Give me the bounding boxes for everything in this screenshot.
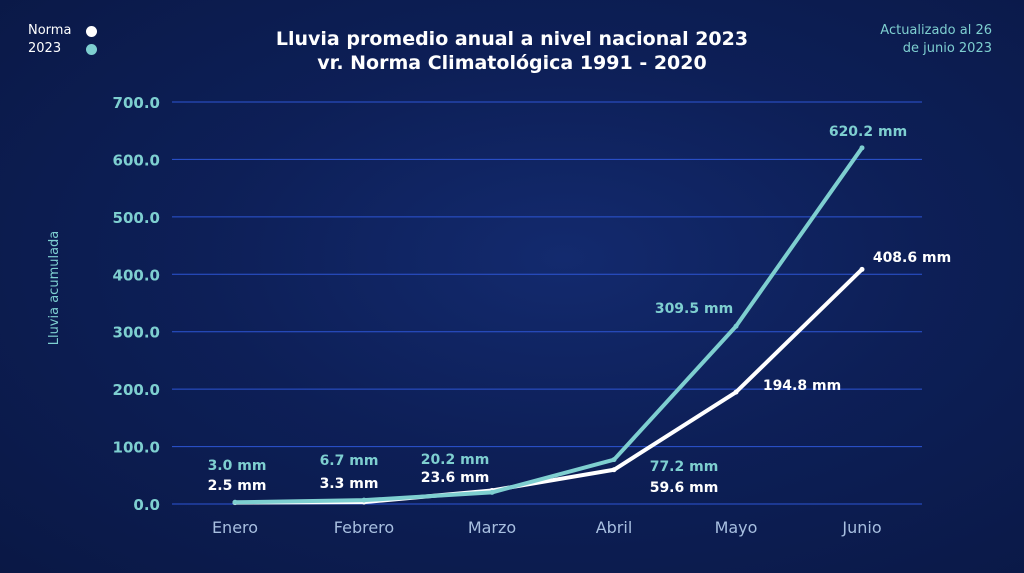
update-note: Actualizado al 26 de junio 2023: [880, 22, 992, 58]
y-tick-label: 600.0: [113, 151, 160, 169]
x-tick-label: Mayo: [715, 518, 758, 537]
legend-label-norma: Norma: [28, 23, 72, 38]
update-note-line1: Actualizado al 26: [880, 23, 992, 38]
data-point: [489, 489, 495, 495]
data-label-norma: 408.6 mm: [873, 250, 951, 266]
legend-item-norma: Norma: [28, 22, 97, 40]
x-tick-label: Febrero: [334, 518, 394, 537]
data-point: [611, 457, 617, 463]
series-line-2023: [233, 145, 864, 505]
chart-title-line1: Lluvia promedio anual a nivel nacional 2…: [275, 28, 749, 50]
chart-title-line2: vr. Norma Climatológica 1991 - 2020: [317, 52, 707, 74]
y-tick-label: 100.0: [113, 439, 160, 457]
data-label-norma: 2.5 mm: [208, 478, 267, 494]
data-label-2023: 6.7 mm: [320, 453, 379, 469]
data-label-norma: 59.6 mm: [650, 480, 719, 496]
grid-layer: [172, 101, 922, 505]
x-tick-label: Enero: [212, 518, 258, 537]
y-tick-label: 300.0: [113, 324, 160, 342]
y-tick-label: 200.0: [113, 381, 160, 399]
data-label-2023: 3.0 mm: [208, 458, 267, 474]
data-point: [733, 323, 739, 329]
legend-swatch-2023: [86, 43, 97, 55]
x-axis-ticks: Enero Febrero Marzo Abril Mayo Junio: [212, 518, 882, 537]
series-layer: [232, 145, 865, 506]
data-label-norma: 194.8 mm: [763, 378, 841, 394]
y-tick-label: 0.0: [133, 496, 160, 514]
data-point: [733, 389, 739, 395]
data-labels: 3.0 mm 6.7 mm 20.2 mm 77.2 mm 309.5 mm 620.2 …: [208, 124, 952, 496]
data-point: [361, 497, 367, 503]
data-label-norma: 23.6 mm: [421, 470, 490, 486]
data-label-2023: 309.5 mm: [655, 301, 733, 317]
chart-title: Lluvia promedio anual a nivel nacional 2…: [0, 27, 1024, 75]
y-axis-label: Lluvia acumulada: [47, 231, 62, 346]
data-point: [859, 266, 865, 272]
data-label-2023: 20.2 mm: [421, 452, 490, 468]
data-label-norma: 3.3 mm: [320, 476, 379, 492]
data-label-2023: 620.2 mm: [829, 124, 907, 140]
data-point: [232, 499, 238, 505]
legend-swatch-norma: [86, 25, 97, 37]
data-point: [611, 467, 617, 473]
y-tick-label: 500.0: [113, 209, 160, 227]
data-point: [859, 145, 865, 151]
y-axis-ticks: 0.0 100.0 200.0 300.0 400.0 500.0 600.0 700.0: [113, 94, 160, 514]
data-label-2023: 77.2 mm: [650, 459, 719, 475]
legend: Norma 2023: [28, 22, 97, 58]
x-tick-label: Marzo: [468, 518, 516, 537]
y-tick-label: 700.0: [113, 94, 160, 112]
update-note-line2: de junio 2023: [902, 41, 992, 56]
legend-item-2023: 2023: [28, 40, 97, 58]
x-tick-label: Abril: [596, 518, 633, 537]
y-tick-label: 400.0: [113, 266, 160, 284]
x-tick-label: Junio: [841, 518, 881, 537]
legend-label-2023: 2023: [28, 41, 62, 56]
